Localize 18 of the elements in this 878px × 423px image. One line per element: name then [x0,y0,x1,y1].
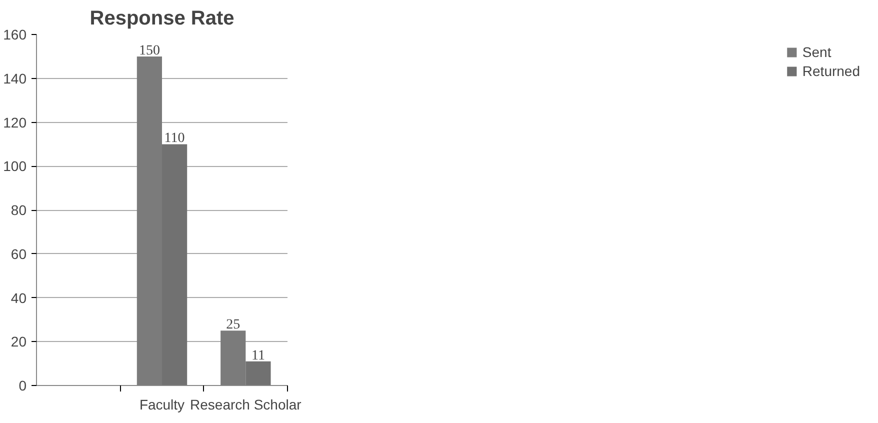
y-tick-label: 120 [3,114,27,130]
data-label: 110 [164,131,185,146]
data-label: 11 [251,348,265,364]
y-tick-label: 140 [3,70,27,86]
y-tick-label: 160 [3,26,27,42]
data-label: 25 [226,318,240,333]
legend-label: Returned [802,63,860,79]
y-tick-label: 40 [10,290,27,306]
data-label: 150 [138,43,160,58]
x-tick-label: Faculty [139,396,185,412]
chart-title: Response Rate [90,8,234,30]
y-tick-label: 80 [10,202,27,218]
x-tick-label: Research Scholar [190,396,302,412]
y-tick-label: 0 [18,378,27,394]
y-tick-label: 100 [3,158,27,174]
y-tick-label: 20 [10,334,27,350]
legend-label: Sent [802,44,832,60]
y-tick-label: 60 [10,246,27,262]
